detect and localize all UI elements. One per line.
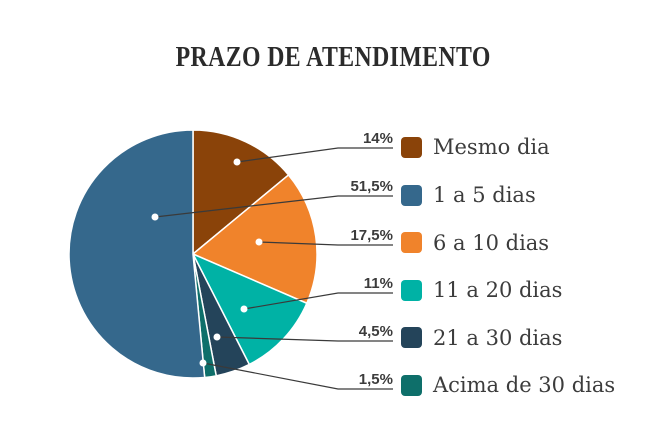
legend-value-1-a-5-dias: 51,5% (350, 178, 393, 195)
legend-swatch-1-a-5-dias (401, 184, 422, 206)
leader-line-11-a-20-dias (243, 292, 393, 310)
pie-slice-6-a-10-dias (192, 174, 318, 304)
legend-value-acima-de-30-dias: 1,5% (358, 371, 393, 388)
marker-dot-11-a-20-dias (240, 305, 248, 313)
pie-slice-1-a-5-dias (68, 129, 206, 379)
legend-label-21-a-30-dias: 21 a 30 dias (433, 325, 563, 350)
marker-dot-6-a-10-dias (255, 238, 263, 246)
legend-value-21-a-30-dias: 4,5% (358, 323, 393, 340)
legend-swatch-mesmo-dia (401, 136, 422, 158)
legend-value-6-a-10-dias: 17,5% (350, 227, 393, 244)
legend-label-11-a-20-dias: 11 a 20 dias (433, 278, 563, 302)
leader-line-1-a-5-dias (154, 195, 393, 218)
legend-value-11-a-20-dias: 11% (363, 275, 393, 292)
chart-title: PRAZO DE ATENDIMENTO (175, 41, 492, 73)
marker-dot-21-a-30-dias (213, 333, 221, 341)
chart-title-row: PRAZO DE ATENDIMENTO (0, 41, 667, 74)
marker-dot-1-a-5-dias (151, 213, 159, 221)
leader-line-acima-de-30-dias (202, 362, 393, 390)
legend-swatch-21-a-30-dias (401, 327, 422, 348)
legend-label-mesmo-dia: Mesmo dia (433, 135, 550, 159)
pie-slice-mesmo-dia (192, 129, 290, 255)
marker-dot-acima-de-30-dias (199, 359, 207, 367)
legend-label-6-a-10-dias: 6 a 10 dias (433, 230, 550, 255)
legend-value-mesmo-dia: 14% (362, 130, 393, 147)
legend-swatch-acima-de-30-dias (401, 374, 422, 396)
leader-line-mesmo-dia (236, 147, 393, 163)
legend-swatch-11-a-20-dias (401, 279, 422, 301)
legend-label-1-a-5-dias: 1 a 5 dias (433, 183, 536, 207)
legend-swatch-6-a-10-dias (401, 232, 422, 253)
legend-label-acima-de-30-dias: Acima de 30 dias (433, 373, 616, 397)
marker-dot-mesmo-dia (233, 158, 241, 166)
leader-line-21-a-30-dias (216, 336, 393, 342)
leader-line-6-a-10-dias (258, 241, 393, 246)
